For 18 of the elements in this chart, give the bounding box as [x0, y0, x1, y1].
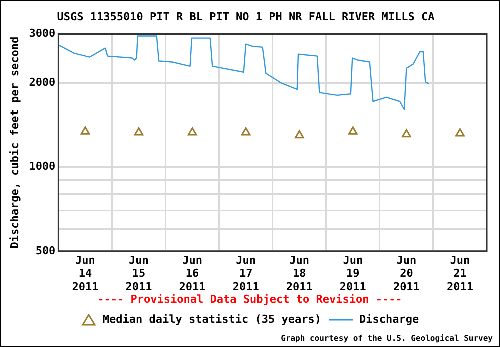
- legend-label: Median daily statistic (35 years): [102, 313, 322, 326]
- x-tick-label: Jun 14 2011: [72, 254, 100, 294]
- x-tick-label: Jun 16 2011: [179, 254, 206, 294]
- y-axis-title: Discharge, cubic feet per second: [8, 36, 22, 249]
- legend-label: Discharge: [359, 313, 420, 326]
- x-tick-label: Jun 19 2011: [340, 254, 367, 294]
- text: ---- Provisional Data Subject to Revision ----: [96, 293, 404, 306]
- chart-title: USGS 11355010 PIT R BL PIT NO 1 PH NR FALL RIVER MILLS CA: [57, 10, 436, 24]
- text: Graph courtesy of the U.S. Geological Survey: [281, 334, 493, 343]
- y-tick-label: 1000: [29, 160, 56, 174]
- x-tick-label: Jun 21 2011: [446, 254, 474, 294]
- y-tick-label: 500: [36, 244, 56, 258]
- x-tick-label: Jun 18 2011: [286, 254, 314, 294]
- y-tick-label: 3000: [29, 27, 56, 40]
- x-tick-label: Jun 20 2011: [393, 254, 420, 294]
- x-tick-label: Jun 15 2011: [126, 254, 153, 294]
- y-tick-label: 2000: [29, 76, 56, 90]
- x-tick-label: Jun 17 2011: [232, 254, 260, 294]
